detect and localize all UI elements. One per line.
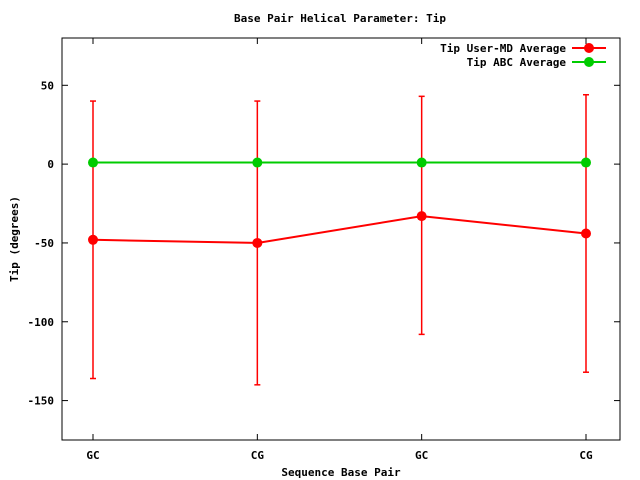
series-line (92, 215, 587, 244)
data-point (581, 157, 591, 168)
y-tick-label: -100 (28, 316, 55, 329)
data-point (581, 228, 591, 239)
legend-label: Tip ABC Average (467, 56, 567, 69)
plot-frame (61, 37, 621, 441)
legend-swatch-marker (584, 43, 594, 53)
data-point (88, 157, 98, 168)
x-tick-label: CG (251, 449, 265, 462)
data-point (416, 211, 427, 222)
y-tick-label: 50 (41, 79, 54, 92)
x-tick-label: CG (579, 449, 593, 462)
data-point (416, 157, 427, 168)
x-tick-label: GC (415, 449, 428, 462)
legend-swatch-marker (584, 57, 594, 67)
series-layer (88, 94, 591, 386)
x-tick-label: GC (86, 449, 99, 462)
data-point (252, 157, 263, 168)
data-point (88, 234, 98, 245)
y-axis: 50 0 -50 -100 -150 (28, 79, 620, 408)
y-tick-label: -50 (34, 237, 54, 250)
x-axis-label: Sequence Base Pair (281, 466, 401, 479)
legend-label: Tip User-MD Average (440, 42, 566, 55)
series (88, 157, 591, 168)
x-axis: GC CG GC CG (86, 38, 593, 462)
series (88, 94, 591, 386)
y-tick-label: 0 (47, 158, 54, 171)
chart-title: Base Pair Helical Parameter: Tip (234, 12, 446, 25)
y-tick-label: -150 (28, 395, 55, 408)
data-point (252, 237, 263, 248)
y-axis-label: Tip (degrees) (8, 196, 21, 282)
